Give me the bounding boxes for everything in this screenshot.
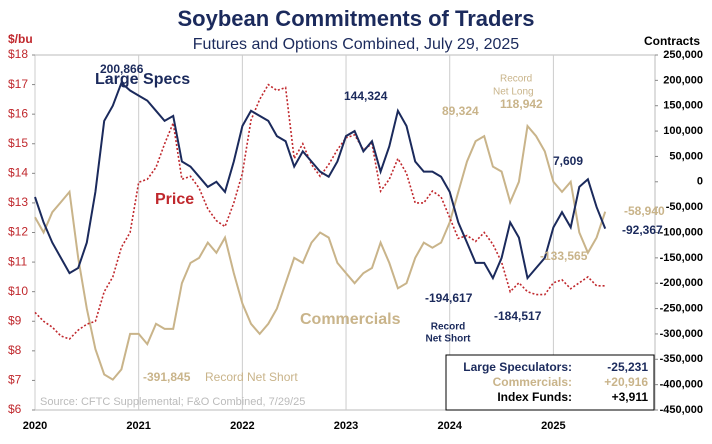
- y-tick-label: $14: [8, 166, 28, 180]
- x-tick-label: 2021: [126, 420, 150, 432]
- y-tick-label: $17: [8, 77, 28, 91]
- y-tick-label: $10: [8, 284, 28, 298]
- x-tick-label: 2025: [541, 420, 565, 432]
- y-tick-label: $6: [8, 402, 22, 416]
- summary-value: -25,231: [607, 360, 648, 374]
- summary-box: [445, 354, 655, 411]
- y-tick-label: $13: [8, 195, 28, 209]
- series-line: [34, 123, 607, 381]
- annotation: -194,617: [425, 291, 473, 305]
- summary-label: Large Speculators:: [463, 360, 572, 374]
- y2-tick-label: 100,000: [663, 125, 703, 137]
- chart-subtitle: Futures and Options Combined, July 29, 2…: [193, 36, 520, 53]
- annotation: -133,565: [540, 249, 588, 263]
- x-tick-label: 2022: [230, 420, 254, 432]
- y2-tick-label: 150,000: [663, 100, 703, 112]
- y-tick-label: $9: [8, 313, 22, 327]
- annotation: 200,866: [100, 62, 144, 76]
- summary-label: Index Funds:: [497, 390, 572, 404]
- y-tick-label: $16: [8, 106, 28, 120]
- y-tick-label: $11: [8, 254, 27, 268]
- summary-value: +20,916: [604, 375, 648, 389]
- annotation: Net Long: [493, 87, 534, 98]
- y-tick-label: $7: [8, 373, 22, 387]
- annotation: -391,845: [143, 370, 191, 384]
- y-axis-title: $/bu: [8, 32, 33, 46]
- x-tick-label: 2023: [334, 420, 358, 432]
- legend-label: Large Specs: [95, 71, 190, 88]
- y-tick-label: $12: [8, 225, 28, 239]
- y2-tick-label: 200,000: [663, 74, 703, 86]
- y2-tick-label: -100,000: [660, 226, 703, 238]
- y-tick-label: $15: [8, 136, 28, 150]
- y2-tick-label: 0: [697, 176, 703, 188]
- legend-label: Commercials: [300, 311, 401, 328]
- series-line: [34, 81, 607, 281]
- summary-value: +3,911: [612, 390, 649, 404]
- annotation: Net Short: [426, 334, 472, 345]
- y2-tick-label: -450,000: [660, 404, 703, 416]
- annotation: 144,324: [344, 89, 388, 103]
- annotation: -58,940: [624, 204, 665, 218]
- y2-tick-label: -200,000: [660, 277, 703, 289]
- y2-tick-label: 50,000: [669, 150, 703, 162]
- annotation: Record Net Short: [205, 370, 298, 384]
- annotation: 89,324: [442, 104, 479, 118]
- y2-tick-label: -300,000: [660, 328, 703, 340]
- annotation: Record: [431, 322, 465, 333]
- y2-tick-label: 250,000: [663, 49, 703, 61]
- series-line: [34, 83, 606, 340]
- y2-tick-label: -350,000: [660, 353, 703, 365]
- annotation: Record: [500, 74, 532, 85]
- y2-tick-label: -50,000: [666, 201, 703, 213]
- source-note: Source: CFTC Supplemental; F&O Combined,…: [40, 396, 305, 408]
- legend-label: Price: [155, 191, 194, 208]
- summary-label: Commercials:: [493, 375, 572, 389]
- y2-tick-label: -400,000: [660, 379, 703, 391]
- y2-tick-label: -250,000: [660, 302, 703, 314]
- annotation: -92,367: [622, 223, 663, 237]
- y-tick-label: $18: [8, 47, 28, 61]
- x-tick-label: 2020: [23, 420, 47, 432]
- annotation: 7,609: [553, 154, 583, 168]
- chart-title: Soybean Commitments of Traders: [178, 6, 535, 31]
- annotation: -184,517: [494, 309, 542, 323]
- annotation: 118,942: [500, 97, 543, 111]
- y2-tick-label: -150,000: [660, 252, 703, 264]
- y2-axis-title: Contracts: [644, 34, 700, 48]
- y-tick-label: $8: [8, 343, 22, 357]
- x-tick-label: 2024: [437, 420, 462, 432]
